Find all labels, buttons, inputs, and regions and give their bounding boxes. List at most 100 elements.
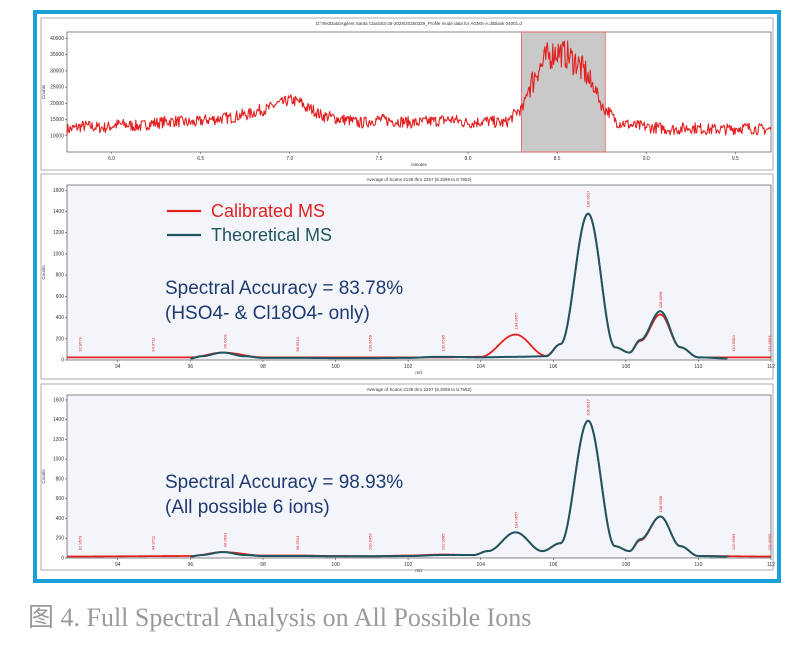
figure-caption: 图 4. Full Spectral Analysis on All Possi… [28,603,532,632]
chart-title: D:\TestData\Agilent Santa Clara\03-28-20… [316,21,522,26]
plot-area [66,394,772,559]
x-tick-label: 7.0 [286,156,293,162]
accuracy-annotation: (HSO4- & Cl18O4- only) [165,303,370,324]
x-axis-label: minutes [411,162,428,167]
x-axis-label: m/z [415,568,423,573]
y-tick-label: 200 [56,536,65,542]
peak-label: 92.9579 [78,535,83,550]
x-tick-label: 98 [260,364,266,370]
peak-label: 102.9585 [440,334,445,351]
chart-title: Average of Scans 2139 thru 2257 (8.3069 … [367,387,472,392]
x-tick-label: 8.0 [465,156,472,162]
legend-label: Calibrated MS [211,201,325,221]
y-tick-label: 800 [56,273,65,279]
x-tick-label: 98 [260,562,266,568]
chart-title: Average of Scans 2139 thru 2257 (8.3069 … [367,177,472,182]
peak-label: 111.9563 [767,335,772,352]
accuracy-annotation: Spectral Accuracy = 98.93% [165,472,403,493]
highlight-range [521,31,606,153]
peak-label: 98.9514 [295,535,300,550]
y-tick-label: 0 [61,556,64,562]
x-tick-label: 94 [115,562,121,568]
y-tick-label: 1200 [53,437,64,443]
y-tick-label: 40000 [50,36,64,42]
peak-label: 98.9514 [295,336,300,351]
accuracy-annotation: Spectral Accuracy = 83.78% [165,278,403,299]
peak-label: 94.9711 [151,337,156,352]
x-tick-label: 110 [694,364,702,370]
peak-label: 100.9458 [368,533,373,550]
x-tick-label: 96 [188,562,194,568]
chart-panel-2: Average of Scans 2139 thru 2257 (8.3069 … [40,173,775,380]
y-tick-label: 1000 [53,251,64,257]
y-axis-label: Counts [41,84,46,99]
peak-label: 100.9458 [368,334,373,351]
accuracy-annotation: (All possible 6 ions) [165,497,330,518]
y-tick-label: 200 [56,336,65,342]
y-tick-label: 15000 [50,117,64,123]
x-tick-label: 108 [622,562,631,568]
x-tick-label: 9.0 [643,156,650,162]
y-tick-label: 10000 [50,133,64,139]
y-tick-label: 600 [56,294,65,300]
series-line-theoretical-ms [190,419,728,558]
chart-panel-3: Average of Scans 2139 thru 2257 (8.3069 … [40,383,775,573]
peak-label: 96.9601 [223,532,228,547]
y-tick-label: 1400 [53,417,64,423]
peak-label: 106.9617 [586,398,591,415]
peak-label: 111.9563 [767,533,772,550]
x-tick-label: 104 [477,364,486,370]
x-tick-label: 112 [767,364,775,370]
y-tick-label: 0 [61,358,64,364]
plot-area [66,184,772,361]
y-tick-label: 800 [56,476,65,482]
y-tick-label: 600 [56,496,65,502]
x-tick-label: 100 [331,562,340,568]
y-tick-label: 1600 [53,188,64,194]
x-tick-label: 6.5 [197,156,204,162]
x-tick-label: 110 [694,562,702,568]
peak-label: 110.9583 [731,334,736,351]
series-line-theoretical-ms [190,212,728,360]
series-line-chromatogram [66,40,772,136]
legend-label: Theoretical MS [211,225,332,245]
x-tick-label: 108 [622,364,631,370]
x-tick-label: 112 [767,562,775,568]
peak-label: 110.9583 [731,533,736,550]
peak-label: 102.9585 [440,533,445,550]
peak-label: 108.9568 [658,495,663,512]
y-tick-label: 1200 [53,230,64,236]
x-tick-label: 106 [549,364,558,370]
peak-label: 96.9601 [223,333,228,348]
x-tick-label: 7.5 [375,156,382,162]
peak-label: 94.9711 [151,535,156,550]
y-tick-label: 30000 [50,68,64,74]
peak-label: 104.9657 [513,312,518,329]
x-tick-label: 6.0 [108,156,115,162]
y-tick-label: 400 [56,516,65,522]
x-tick-label: 102 [404,562,413,568]
peak-label: 108.9568 [658,291,663,308]
peak-label: 106.9617 [586,190,591,207]
y-axis-label: Counts [41,469,46,484]
x-tick-label: 106 [549,562,558,568]
peak-label: 104.9657 [513,511,518,528]
x-tick-label: 104 [477,562,486,568]
y-tick-label: 20000 [50,101,64,107]
figure-svg: D:\TestData\Agilent Santa Clara\03-28-20… [40,17,775,573]
x-tick-label: 9.5 [732,156,739,162]
chart-panel-1: D:\TestData\Agilent Santa Clara\03-28-20… [40,17,774,171]
y-tick-label: 25000 [50,85,64,91]
y-axis-label: Counts [41,265,46,280]
y-tick-label: 1000 [53,457,64,463]
y-tick-label: 1400 [53,209,64,215]
x-tick-label: 102 [404,364,413,370]
x-tick-label: 96 [188,364,194,370]
x-tick-label: 100 [331,364,340,370]
y-tick-label: 1600 [53,397,64,403]
x-tick-label: 8.5 [554,156,561,162]
peak-label: 92.9579 [78,336,83,351]
y-tick-label: 35000 [50,52,64,58]
plot-area [66,31,772,153]
x-tick-label: 94 [115,364,121,370]
